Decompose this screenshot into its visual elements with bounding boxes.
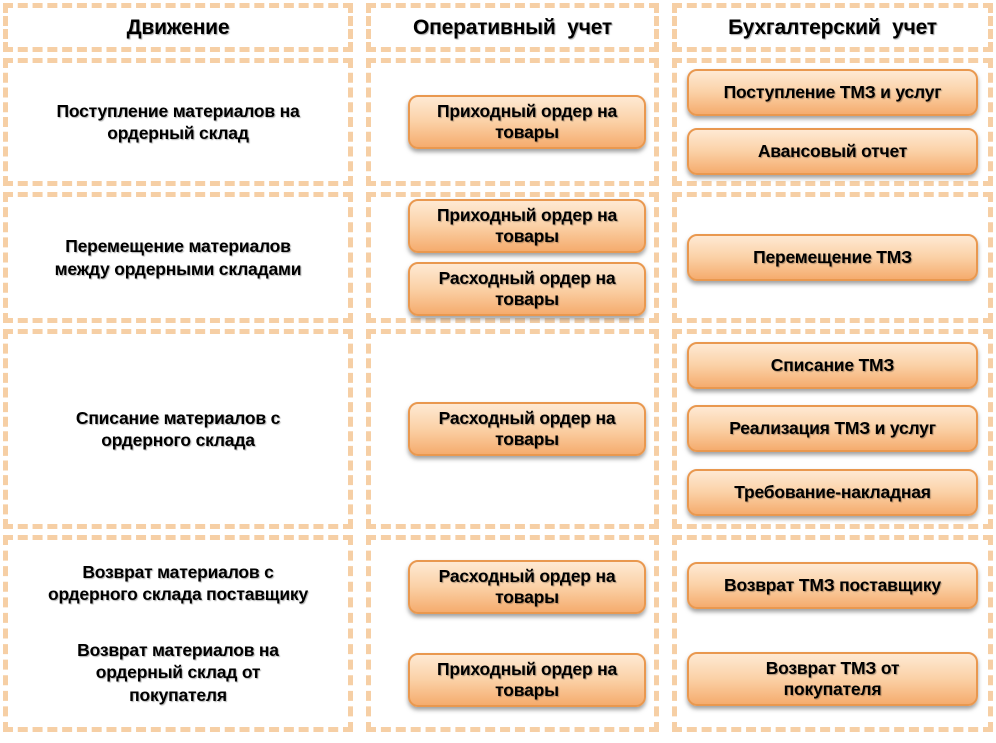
doc-button[interactable]: Поступление ТМЗ и услуг	[687, 69, 978, 116]
header-accounting-label: Бухгалтерский учет	[728, 15, 937, 39]
header-cell-accounting: Бухгалтерский учет	[672, 3, 993, 52]
accounting-cell: Поступление ТМЗ и услуг Авансовый отчет	[672, 58, 993, 186]
doc-button[interactable]: Реализация ТМЗ и услуг	[687, 405, 978, 453]
header-cell-operational: Оперативный учет	[366, 3, 659, 52]
operational-cell: Расходный ордер на товары Приходный орде…	[366, 535, 659, 732]
header-cell-movement: Движение	[3, 3, 353, 52]
header-row: Движение Оперативный учет Бухгалтерский …	[3, 3, 993, 52]
movement-cell: Поступление материалов на ордерный склад	[3, 58, 353, 186]
movement-label: Списание материалов с ордерного склада	[75, 407, 281, 450]
accounting-cell: Возврат ТМЗ поставщику Возврат ТМЗ от по…	[672, 535, 993, 732]
movement-label: Возврат материалов на ордерный склад от …	[77, 640, 279, 705]
header-movement-label: Движение	[126, 15, 230, 39]
movement-label: Перемещение материалов между ордерными с…	[54, 236, 302, 279]
doc-button[interactable]: Перемещение ТМЗ	[687, 234, 978, 281]
operational-cell: Приходный ордер на товары	[366, 58, 659, 186]
doc-button[interactable]: Приходный ордер на товары	[408, 199, 646, 253]
movement-cell: Возврат материалов с ордерного склада по…	[3, 535, 353, 732]
movement-cell: Перемещение материалов между ордерными с…	[3, 192, 353, 323]
doc-button[interactable]: Возврат ТМЗ от покупателя	[687, 651, 978, 706]
movement-label: Поступление материалов на ордерный склад	[56, 100, 300, 143]
movement-label: Возврат материалов с ордерного склада по…	[47, 561, 309, 605]
operational-cell: Приходный ордер на товары Расходный орде…	[366, 192, 659, 323]
row-return: Возврат материалов с ордерного склада по…	[3, 535, 993, 732]
row-receipt: Поступление материалов на ордерный склад…	[3, 58, 993, 186]
doc-button[interactable]: Авансовый отчет	[687, 128, 978, 175]
header-operational-label: Оперативный учет	[412, 15, 613, 39]
doc-button[interactable]: Требование-накладная	[687, 468, 978, 516]
operational-cell: Расходный ордер на товары	[366, 329, 659, 529]
doc-button[interactable]: Приходный ордер на товары	[408, 653, 646, 708]
doc-button[interactable]: Приходный ордер на товары	[408, 95, 646, 149]
accounting-cell: Перемещение ТМЗ	[672, 192, 993, 323]
doc-button[interactable]: Расходный ордер на товары	[408, 559, 646, 614]
doc-button[interactable]: Расходный ордер на товары	[408, 402, 646, 456]
row-transfer: Перемещение материалов между ордерными с…	[3, 192, 993, 323]
doc-button[interactable]: Расходный ордер на товары	[408, 262, 646, 316]
accounting-cell: Списание ТМЗ Реализация ТМЗ и услуг Треб…	[672, 329, 993, 529]
row-writeoff: Списание материалов с ордерного склада Р…	[3, 329, 993, 529]
doc-button[interactable]: Списание ТМЗ	[687, 342, 978, 390]
doc-button[interactable]: Возврат ТМЗ поставщику	[687, 561, 978, 609]
movement-cell: Списание материалов с ордерного склада	[3, 329, 353, 529]
